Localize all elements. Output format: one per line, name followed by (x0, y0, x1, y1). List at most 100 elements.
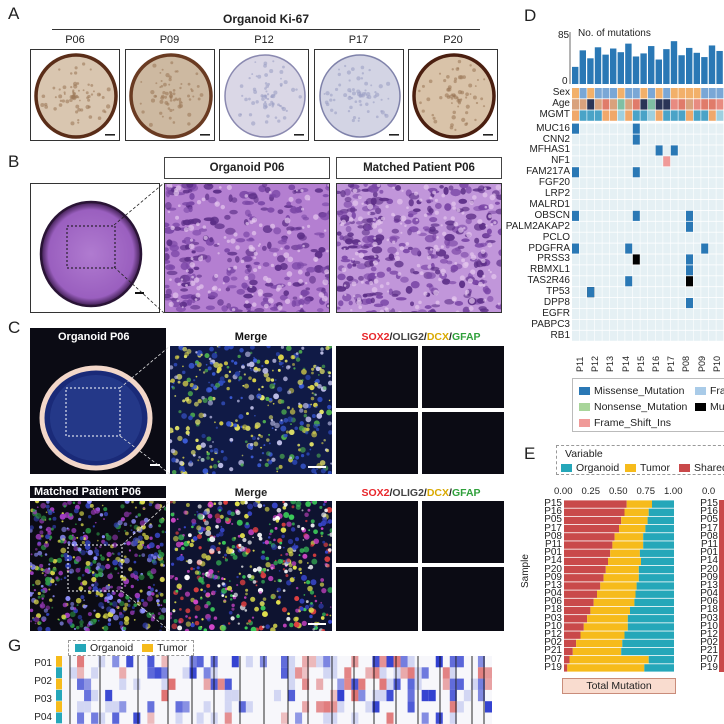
sample-label: P16 (544, 506, 562, 518)
ki67-image-p17 (313, 49, 404, 141)
bar-segment-tumor (614, 533, 644, 541)
clinical-label: MGMT (539, 109, 570, 121)
mutation-count-bar (708, 45, 716, 84)
bar-segment-tumor (590, 606, 630, 615)
ki67-sample-label: P20 (443, 34, 463, 46)
bar-segment-organoid (624, 631, 674, 639)
cnv-row-label: P04 (34, 712, 52, 723)
sample-label: P11 (544, 538, 562, 550)
bar-segment-organoid (627, 615, 674, 623)
panel-d-label: D (524, 6, 537, 25)
bar-segment-tumor (619, 524, 646, 533)
panel-c-organoid-label: Organoid P06 (58, 331, 130, 343)
bar-segment-shared (564, 631, 581, 639)
bar-segment-tumor (610, 549, 640, 557)
panel-c-patient-label-visible: Matched Patient P06 (30, 486, 166, 498)
cnv-row-label: P02 (34, 676, 52, 687)
legend-variable-title: Variable (565, 448, 603, 460)
sample-label: P14 (544, 555, 562, 567)
bar-segment-tumor (626, 500, 652, 508)
panel-c-merge-label-top: Merge (234, 331, 268, 343)
mutation-count-bar (602, 54, 609, 84)
sample-label: P13 (544, 579, 562, 591)
sample-column-label: P09 (696, 355, 707, 372)
panel-e-ylabel: Sample (520, 554, 531, 588)
bar-segment-tumor (621, 516, 648, 525)
bar-segment-shared (564, 500, 627, 508)
bar-segment-shared (564, 557, 608, 566)
panel-c-patient-merge (170, 501, 332, 631)
sample-label-right: P04 (700, 588, 718, 600)
gene-label: FGF20 (538, 177, 570, 189)
legend-tumor: Tumor (625, 462, 670, 474)
bar-segment-tumor (597, 590, 636, 598)
ki67-image-p12 (219, 49, 309, 141)
sample-label: P17 (544, 522, 562, 534)
bar-segment-organoid (644, 664, 674, 672)
panel-e-footer: Total Mutation (562, 678, 676, 694)
sample-label: P20 (544, 563, 562, 575)
legend-frameshift-ins: Frame_Shift_Ins (579, 417, 671, 429)
gene-label: LRP2 (544, 188, 570, 199)
panel-d-oncoplot (569, 32, 724, 341)
bar-segment-shared (564, 508, 625, 516)
sample-label-right: P09 (700, 571, 718, 583)
gene-label: CNN2 (542, 133, 570, 145)
sample-column-label: P13 (605, 355, 616, 372)
zoom-region-box (66, 225, 116, 269)
mutation-cell (632, 123, 640, 134)
sample-label-right: P10 (700, 620, 718, 632)
sample-column-label: P15 (635, 355, 646, 372)
bar-segment-shared (564, 606, 591, 615)
panel-e-right-tick: 0.0 (702, 486, 716, 497)
bar-segment-organoid (652, 500, 674, 508)
bar-segment-shared (564, 664, 568, 672)
mutation-cell (572, 167, 579, 178)
legend-shared: Shared (679, 462, 724, 474)
panel-b-organoid-zoom (164, 183, 330, 313)
bar-segment-shared (564, 541, 613, 549)
sample-column-label: P14 (620, 355, 631, 372)
panel-c-marker-header-bottom: SOX2/OLIG2/DCX/GFAP (361, 487, 481, 499)
gene-label: FAM217A (526, 166, 570, 178)
organoid-he-svg (39, 200, 144, 308)
sample-column-label: P16 (651, 355, 661, 372)
mutation-cell (655, 145, 663, 156)
mutation-count-bar (610, 48, 617, 84)
panel-b-label: B (8, 152, 20, 171)
panel-c-bottom-olig2 (422, 501, 504, 563)
mutation-count-bar (579, 50, 586, 84)
sample-label-right: P01 (700, 547, 718, 559)
mutation-cell (686, 265, 693, 276)
gene-label: EGFR (542, 307, 570, 319)
bar-segment-shared (564, 533, 615, 541)
panel-g-legend: Organoid Tumor (68, 640, 195, 656)
mutation-cell (572, 243, 579, 254)
bar-segment-organoid (634, 598, 674, 607)
sample-label-right: P07 (700, 653, 718, 665)
panel-c-merge-label-bottom: Merge (234, 487, 268, 499)
panel-a-title-rule (52, 29, 480, 30)
panel-c-patient-overview: Matched Patient P06 (30, 501, 166, 631)
legend-missense: Missense_Mutation (579, 385, 684, 397)
bar-segment-shared (564, 656, 570, 664)
panel-a-label: A (8, 4, 20, 23)
bar-segment-shared (564, 598, 594, 607)
sample-label-right: P21 (700, 645, 718, 657)
panel-d-mutations-label: No. of mutations (578, 28, 651, 39)
gene-label: OBSCN (534, 209, 570, 221)
ki67-sample-label: P06 (65, 34, 85, 46)
ki67-image-p09 (124, 49, 215, 141)
mutation-count-bar (701, 57, 708, 84)
panel-d-legend: Missense_Mutation Fram Nonsense_Mutation… (572, 378, 724, 432)
mutation-count-bar (716, 50, 723, 84)
bar-segment-organoid (648, 656, 674, 664)
bar-segment-shared (564, 516, 622, 525)
gene-label: TP53 (546, 286, 570, 298)
mutation-count-bar (693, 52, 700, 84)
clinical-label: Sex (552, 87, 570, 98)
bar-segment-tumor (567, 664, 645, 672)
bar-segment-tumor (600, 582, 637, 590)
sample-label-right: P06 (700, 596, 718, 608)
panel-e-legend: Variable Organoid Tumor Shared (556, 445, 724, 475)
